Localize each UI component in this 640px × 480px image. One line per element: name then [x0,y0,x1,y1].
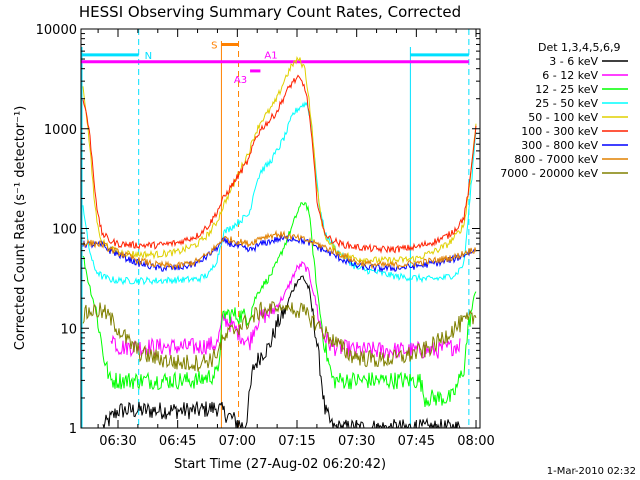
x-tick-label: 07:15 [278,434,315,449]
series-line-4 [82,55,477,265]
markers-layer: N S A1 A3 [81,29,470,428]
legend-label-8: 7000 - 20000 keV [500,167,598,180]
y-tick-label: 10000 [36,23,77,38]
series-line-7 [82,229,477,271]
series-line-6 [82,233,477,273]
plot-frame [80,28,481,429]
y-axis-title: Corrected Count Rate (s⁻¹ detector⁻¹) [13,106,28,351]
footer-date: 1-Mar-2010 02:32 [547,466,636,477]
x-tick-label: 06:30 [99,434,136,449]
series-layer [82,55,477,428]
axes-layer: 06:30 06:45 07:00 07:15 07:30 07:45 08:00 1 10 10… [36,23,495,449]
saa-bar-label: S [211,40,217,51]
y-tick-label: 1000 [44,123,77,138]
y-tick-label: 10 [60,322,77,337]
legend-label-2: 12 - 25 keV [535,83,598,96]
legend-header: Det 1,3,4,5,6,9 [538,41,621,54]
y-tick-label: 100 [52,223,77,238]
series-line-5 [82,74,477,254]
y-tick-label: 1 [69,422,77,437]
series-line-3 [82,101,477,286]
x-axis-title: Start Time (27-Aug-02 06:20:42) [174,457,386,472]
legend-label-4: 50 - 100 keV [528,111,598,124]
series-line-0 [102,275,461,428]
x-tick-label: 08:00 [457,434,494,449]
legend-label-5: 100 - 300 keV [521,125,598,138]
legend-label-0: 3 - 6 keV [549,55,598,68]
attenuator-segment-label: A3 [234,75,247,86]
legend-label-6: 300 - 800 keV [521,139,598,152]
x-tick-label: 07:45 [398,434,435,449]
attenuator-bar-label: A1 [264,51,277,62]
series-line-2 [82,202,477,407]
series-line-1 [110,260,461,359]
series-line-8 [82,301,477,372]
legend-label-1: 6 - 12 keV [542,69,598,82]
legend-label-3: 25 - 50 keV [535,97,598,110]
night-bar-label: N [145,51,152,62]
x-tick-label: 07:00 [219,434,256,449]
x-tick-label: 06:45 [159,434,196,449]
chart-title: HESSI Observing Summary Count Rates, Cor… [79,3,461,21]
legend-label-7: 800 - 7000 keV [514,153,598,166]
x-tick-label: 07:30 [338,434,375,449]
